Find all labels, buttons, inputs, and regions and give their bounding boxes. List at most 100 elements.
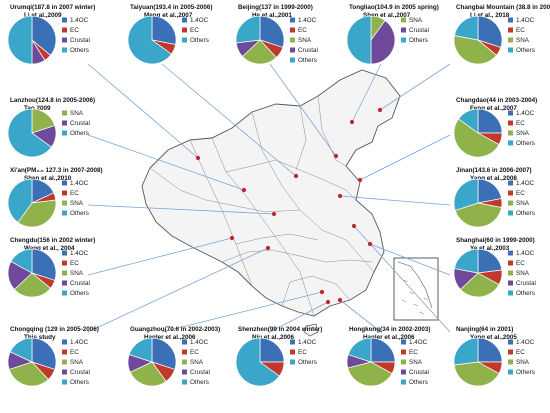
site-title: Guangzhou(70.6 in 2002-2003) (130, 326, 220, 333)
pie-slice-1-4oc (151, 15, 177, 45)
legend-label-1-4oc: 1.4OC (70, 339, 89, 346)
legend-swatch-crustal (401, 27, 406, 33)
site-panel-lanzhou: Lanzhou(124.8 in 2005-2006)Tao,2009 SNA Cr… (7, 97, 95, 158)
site-arrow (87, 247, 269, 333)
site-panel-changdao: Changdao(44 in 2003-2004)Feng et al.,200… (453, 97, 537, 158)
legend-swatch-crustal (62, 280, 67, 286)
pie-slice-1-4oc (31, 337, 57, 370)
legend-swatch-crustal (508, 280, 513, 286)
site-marker (293, 173, 299, 179)
legend-swatch-others (62, 130, 67, 136)
site-panel-nanjing: Nanjing(64 in 2001)Yang et al.,20051.4OC… (453, 326, 535, 387)
legend-swatch-sna (508, 270, 513, 276)
legend-swatch-ec (508, 349, 513, 355)
legend-label-1-4oc: 1.4OC (516, 110, 535, 117)
legend-swatch-crustal (62, 37, 67, 43)
site-marker (265, 245, 271, 251)
site-title: Lanzhou(124.8 in 2005-2006) (10, 97, 95, 104)
pie-slice-others (454, 248, 479, 274)
site-panel-guangzhou: Guangzhou(70.6 in 2002-2003)Hagler et al… (127, 326, 220, 387)
pie-slice-others (128, 337, 153, 363)
site-reference: Niu et al.,2006 (252, 334, 294, 341)
legend-label-crustal: Crustal (70, 120, 90, 127)
site-panel-chongqing: Chongqing (129 in 2005-2006)This study 1.… (7, 326, 99, 387)
pie-slice-sna (453, 118, 500, 158)
legend-label-crustal: Crustal (409, 369, 429, 376)
china-outline (141, 69, 401, 317)
legend-label-1-4oc: 1.4OC (409, 339, 428, 346)
legend-swatch-ec (182, 27, 187, 33)
legend-label-others: Others (190, 379, 209, 386)
legend-label-others: Others (70, 210, 89, 217)
legend-label-1-4oc: 1.4OC (516, 339, 535, 346)
province-boundary (281, 275, 351, 307)
site-reference: Shen et al.,2007 (363, 12, 411, 19)
legend-label-1-4oc: 1.4OC (516, 17, 535, 24)
legend-label-1-4oc: 1.4OC (516, 180, 535, 187)
legend-swatch-others (62, 210, 67, 216)
pie-slice-1-4oc (151, 337, 177, 370)
legend-swatch-others (290, 359, 295, 365)
legend-swatch-crustal (62, 120, 67, 126)
site-marker (333, 153, 339, 159)
site-title: Jinan(143.6 in 2006-2007) (456, 167, 532, 174)
legend-label-ec: EC (70, 260, 79, 267)
site-title: Shenzhen(99 in 2004 winter) (238, 326, 322, 333)
legend-swatch-1-4oc (508, 339, 513, 345)
legend-label-others: Others (516, 47, 535, 54)
pie-slice-sna (17, 199, 57, 228)
pie-slice-others (453, 337, 479, 366)
site-panel-shanghai: Shanghai(60 in 1999-2000)Ye et al.,2003 1… (453, 237, 536, 298)
legend-label-crustal: Crustal (70, 369, 90, 376)
pie-slice-1-4oc (370, 337, 396, 363)
legend-label-1-4oc: 1.4OC (190, 17, 209, 24)
legend-swatch-ec (290, 27, 295, 33)
pie-slice-others (10, 248, 33, 274)
site-marker (229, 235, 235, 241)
legend-swatch-ec (62, 260, 67, 266)
legend-label-others: Others (516, 210, 535, 217)
legend-label-sna: SNA (70, 270, 84, 277)
pie-slice-others (235, 337, 280, 387)
pie-slice-others (346, 15, 372, 65)
legend-swatch-1-4oc (508, 250, 513, 256)
legend-swatch-sna (62, 359, 67, 365)
pie-slice-1-4oc (477, 337, 503, 363)
pie-slice-others (7, 108, 52, 158)
legend-label-1-4oc: 1.4OC (70, 180, 89, 187)
pie-slice-1-4oc (477, 178, 502, 204)
legend-swatch-others (508, 47, 513, 53)
site-reference: Feng et al.,2007 (470, 105, 517, 112)
pie-slice-others (235, 15, 261, 44)
hainan-island (303, 323, 319, 337)
legend-swatch-crustal (62, 369, 67, 375)
china-map (141, 69, 439, 337)
legend-label-others: Others (70, 379, 89, 386)
legend-swatch-sna (508, 130, 513, 136)
legend-swatch-1-4oc (508, 110, 513, 116)
site-title: Chengdu(156 in 2002 winter) (10, 237, 95, 244)
legend-label-sna: SNA (298, 37, 312, 44)
site-reference: Shen et al.,2010 (24, 175, 72, 182)
legend-swatch-sna (508, 200, 513, 206)
legend-swatch-others (290, 57, 295, 63)
legend-label-ec: EC (298, 349, 307, 356)
legend-swatch-ec (62, 27, 67, 33)
site-marker (367, 241, 373, 247)
legend-label-others: Others (70, 47, 89, 54)
legend-swatch-others (401, 37, 406, 43)
legend-swatch-sna (182, 359, 187, 365)
legend-label-ec: EC (70, 349, 79, 356)
legend-swatch-sna (62, 270, 67, 276)
site-reference: He et al.,2001 (252, 12, 292, 19)
legend-swatch-sna (401, 359, 406, 365)
site-arrow (379, 63, 451, 111)
site-panel-urumqi: Urumqi(187.8 in 2007 winter)Li et al.,20… (7, 4, 95, 65)
legend-swatch-ec (508, 120, 513, 126)
site-reference: Tao,2009 (24, 105, 51, 112)
site-marker (351, 223, 357, 229)
site-reference: Wang et al., 2004 (24, 245, 75, 252)
pie-slice-1-4oc (31, 248, 57, 281)
legend-swatch-1-4oc (508, 180, 513, 186)
site-title: Tongliao(104.9 in 2005 spring) (349, 4, 439, 11)
